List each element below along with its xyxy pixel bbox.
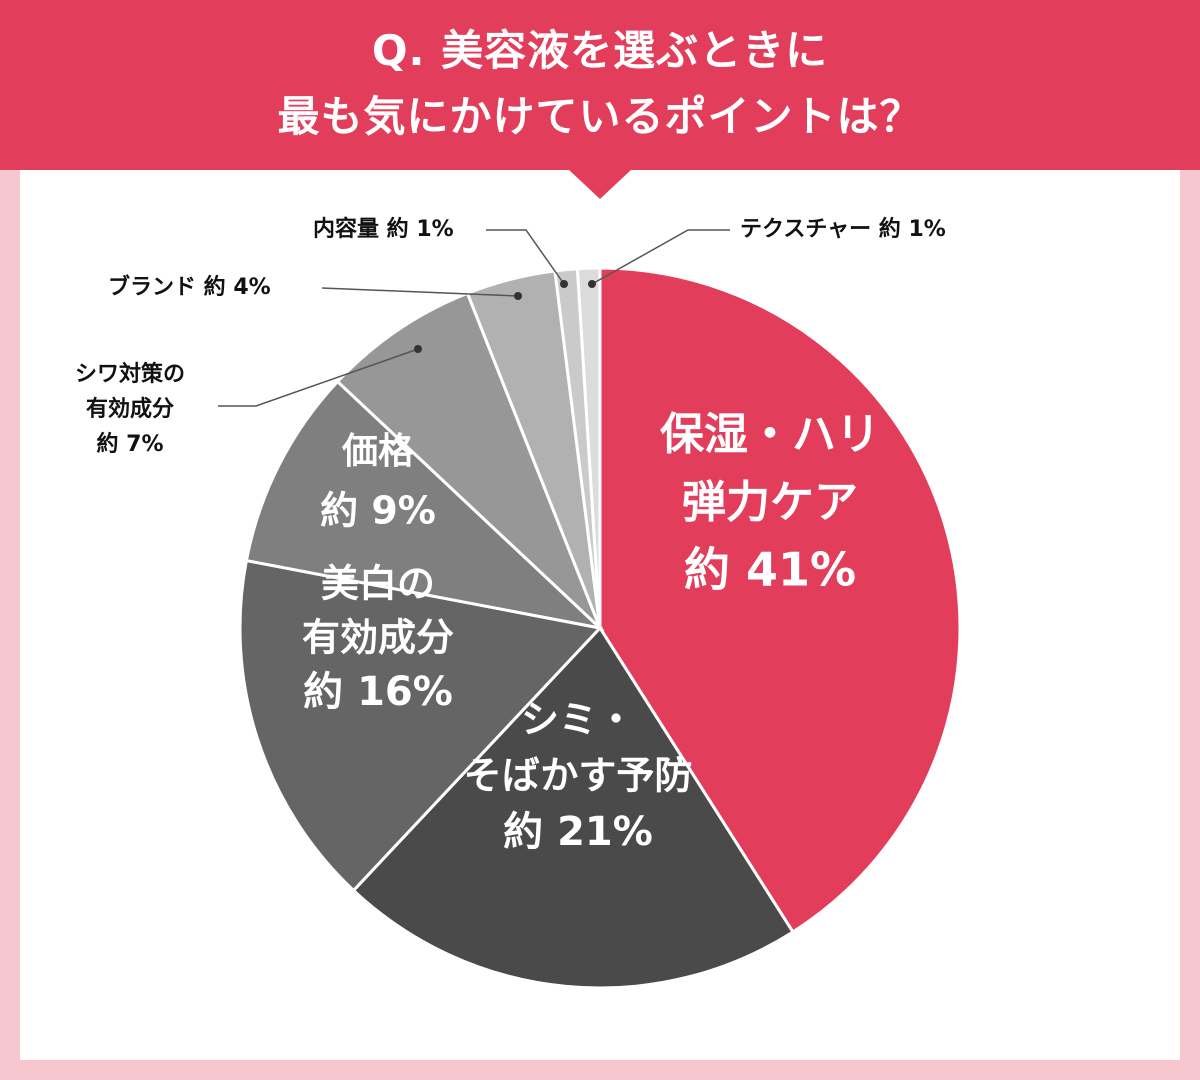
leader-line bbox=[486, 229, 565, 285]
title-line-1: Q. 美容液を選ぶときに bbox=[371, 26, 829, 75]
slice-outside-label: 内容量 約 1% bbox=[313, 216, 454, 242]
leader-line bbox=[218, 348, 419, 407]
slice-outside-label: 有効成分 bbox=[86, 396, 174, 422]
slice-name-label: そばかす予防 bbox=[464, 754, 693, 798]
leader-dot bbox=[588, 280, 596, 288]
title-banner: Q. 美容液を選ぶときに 最も気にかけているポイントは？ bbox=[0, 0, 1200, 170]
slice-value-label: 約 21% bbox=[503, 809, 653, 855]
pie-slice bbox=[238, 558, 603, 893]
leader-dot bbox=[414, 345, 422, 353]
pie-slice bbox=[244, 379, 605, 631]
slice-outside-label: ブランド 約 4% bbox=[108, 274, 271, 300]
pie-slice bbox=[335, 291, 602, 630]
slice-name-label: 美白の bbox=[321, 562, 435, 606]
slice-value-label: 約 16% bbox=[303, 669, 453, 715]
pie-slice bbox=[598, 266, 962, 935]
slice-outside-label: シワ対策の bbox=[75, 361, 185, 387]
slice-name-label: シミ・ bbox=[521, 698, 635, 742]
slice-name-label: 保湿・ハリ bbox=[660, 409, 880, 460]
slice-outside-label: テクスチャー 約 1% bbox=[740, 216, 946, 242]
pie-slice bbox=[351, 625, 795, 990]
slice-value-label: 約 9% bbox=[320, 489, 436, 533]
leader-line bbox=[591, 229, 730, 285]
leader-line bbox=[321, 287, 519, 297]
leader-dot bbox=[514, 292, 522, 300]
slice-name-label: 価格 bbox=[341, 431, 415, 472]
banner-pointer bbox=[568, 169, 632, 199]
slice-name-label: 弾力ケア bbox=[682, 477, 858, 528]
pie-slice bbox=[575, 266, 602, 629]
slice-value-label: 約 41% bbox=[684, 543, 856, 597]
slice-outside-label: 約 7% bbox=[96, 431, 163, 457]
title-line-2: 最も気にかけているポイントは？ bbox=[277, 92, 923, 141]
slice-name-label: 有効成分 bbox=[302, 616, 454, 660]
leader-dot bbox=[560, 280, 568, 288]
